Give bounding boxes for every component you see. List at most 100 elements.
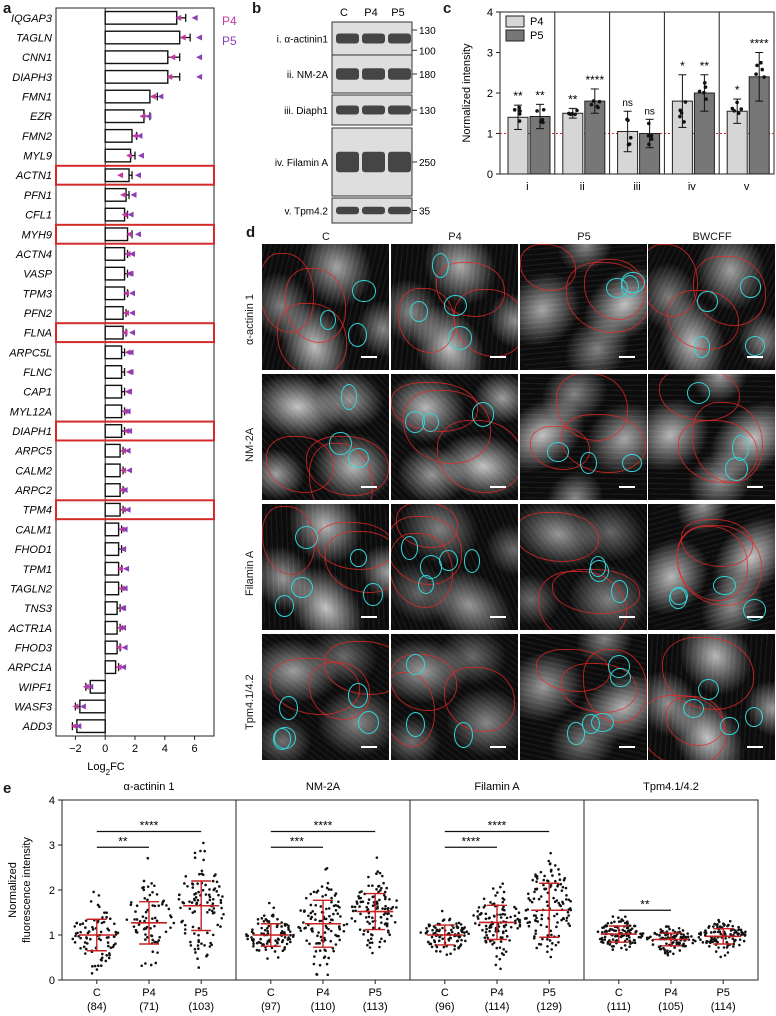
data-point	[646, 133, 651, 138]
panel-b-western-blots: C P4 P5 i. α-actinin1 130 100 ii. NM-2A 180 iii.…	[275, 7, 436, 224]
data-point	[143, 897, 147, 900]
bar	[104, 246, 126, 261]
data-point	[89, 937, 92, 941]
significance-label: ****	[140, 819, 159, 833]
data-point	[762, 75, 766, 79]
data-point	[388, 897, 391, 901]
data-point	[553, 864, 557, 867]
data-point	[132, 925, 136, 928]
data-point	[419, 931, 423, 934]
data-point	[736, 933, 740, 936]
data-point	[276, 923, 279, 927]
nucleus-outline	[589, 560, 610, 582]
data-point	[439, 950, 442, 953]
data-point	[502, 924, 506, 928]
data-point	[367, 915, 371, 919]
micrograph-cell	[262, 504, 389, 630]
data-point	[183, 882, 186, 885]
data-point	[736, 111, 741, 115]
data-point	[79, 936, 82, 940]
bar	[104, 325, 124, 340]
data-point	[665, 925, 669, 928]
data-point	[539, 923, 543, 927]
data-point	[663, 948, 666, 952]
data-point	[303, 927, 306, 930]
panel-letter-b: b	[252, 0, 262, 17]
data-point	[103, 911, 106, 914]
data-point	[742, 939, 746, 943]
data-point	[501, 912, 505, 916]
data-point	[701, 941, 705, 944]
data-point	[393, 920, 397, 924]
data-point	[573, 112, 577, 117]
data-point	[309, 911, 313, 915]
data-point	[298, 926, 302, 930]
data-point	[378, 940, 382, 944]
data-point	[535, 887, 539, 891]
data-point	[156, 951, 159, 954]
data-point	[319, 935, 323, 939]
data-point	[533, 890, 536, 894]
nucleus-outline	[744, 707, 764, 728]
nucleus-outline	[740, 276, 762, 298]
data-point	[484, 924, 488, 928]
data-point	[342, 923, 346, 927]
data-point	[370, 941, 374, 944]
p4-marker	[120, 191, 127, 198]
data-point	[333, 894, 337, 897]
data-point	[137, 923, 141, 926]
data-point	[134, 910, 137, 913]
data-point	[138, 919, 142, 923]
data-point	[378, 898, 381, 902]
bar	[104, 542, 120, 557]
gene-label: MYH9	[21, 229, 52, 241]
gene-label: TPM1	[23, 564, 52, 576]
data-point	[350, 917, 354, 920]
data-point	[545, 900, 549, 904]
data-point	[361, 900, 365, 904]
data-point	[609, 927, 612, 931]
nucleus-outline	[448, 326, 472, 350]
significance-label: ns	[622, 98, 633, 109]
data-point	[334, 908, 338, 912]
data-point	[193, 932, 196, 935]
data-point	[603, 938, 607, 941]
data-point	[218, 885, 221, 888]
data-point	[561, 900, 564, 904]
data-point	[262, 919, 266, 923]
p4-marker	[121, 329, 128, 336]
bar	[104, 345, 123, 360]
data-point	[682, 933, 685, 937]
blot-band	[388, 105, 411, 115]
data-point	[321, 895, 324, 898]
data-point	[686, 932, 689, 935]
data-point	[500, 952, 504, 955]
condition-label: P5	[542, 987, 555, 999]
data-point	[704, 97, 708, 101]
data-point	[172, 921, 176, 925]
data-point	[193, 898, 196, 902]
gene-label: TNS3	[24, 603, 53, 615]
data-point	[184, 875, 188, 878]
data-point	[628, 940, 632, 943]
data-point	[485, 934, 488, 937]
micrograph-cell	[520, 244, 647, 370]
nucleus-outline	[290, 577, 314, 599]
data-point	[92, 890, 95, 894]
data-point	[540, 917, 544, 921]
gene-label: TAGLN	[16, 33, 52, 45]
data-point	[591, 99, 596, 103]
data-point	[565, 894, 568, 897]
data-point	[744, 930, 747, 934]
data-point	[472, 914, 475, 917]
data-point	[467, 932, 470, 936]
data-point	[501, 936, 504, 939]
data-point	[697, 89, 702, 94]
scale-bar	[747, 616, 763, 618]
data-point	[715, 923, 719, 927]
data-point	[517, 119, 522, 123]
gene-label: FMN1	[22, 92, 52, 104]
data-point	[535, 916, 538, 920]
data-point	[497, 929, 500, 933]
p4-marker	[166, 73, 173, 80]
